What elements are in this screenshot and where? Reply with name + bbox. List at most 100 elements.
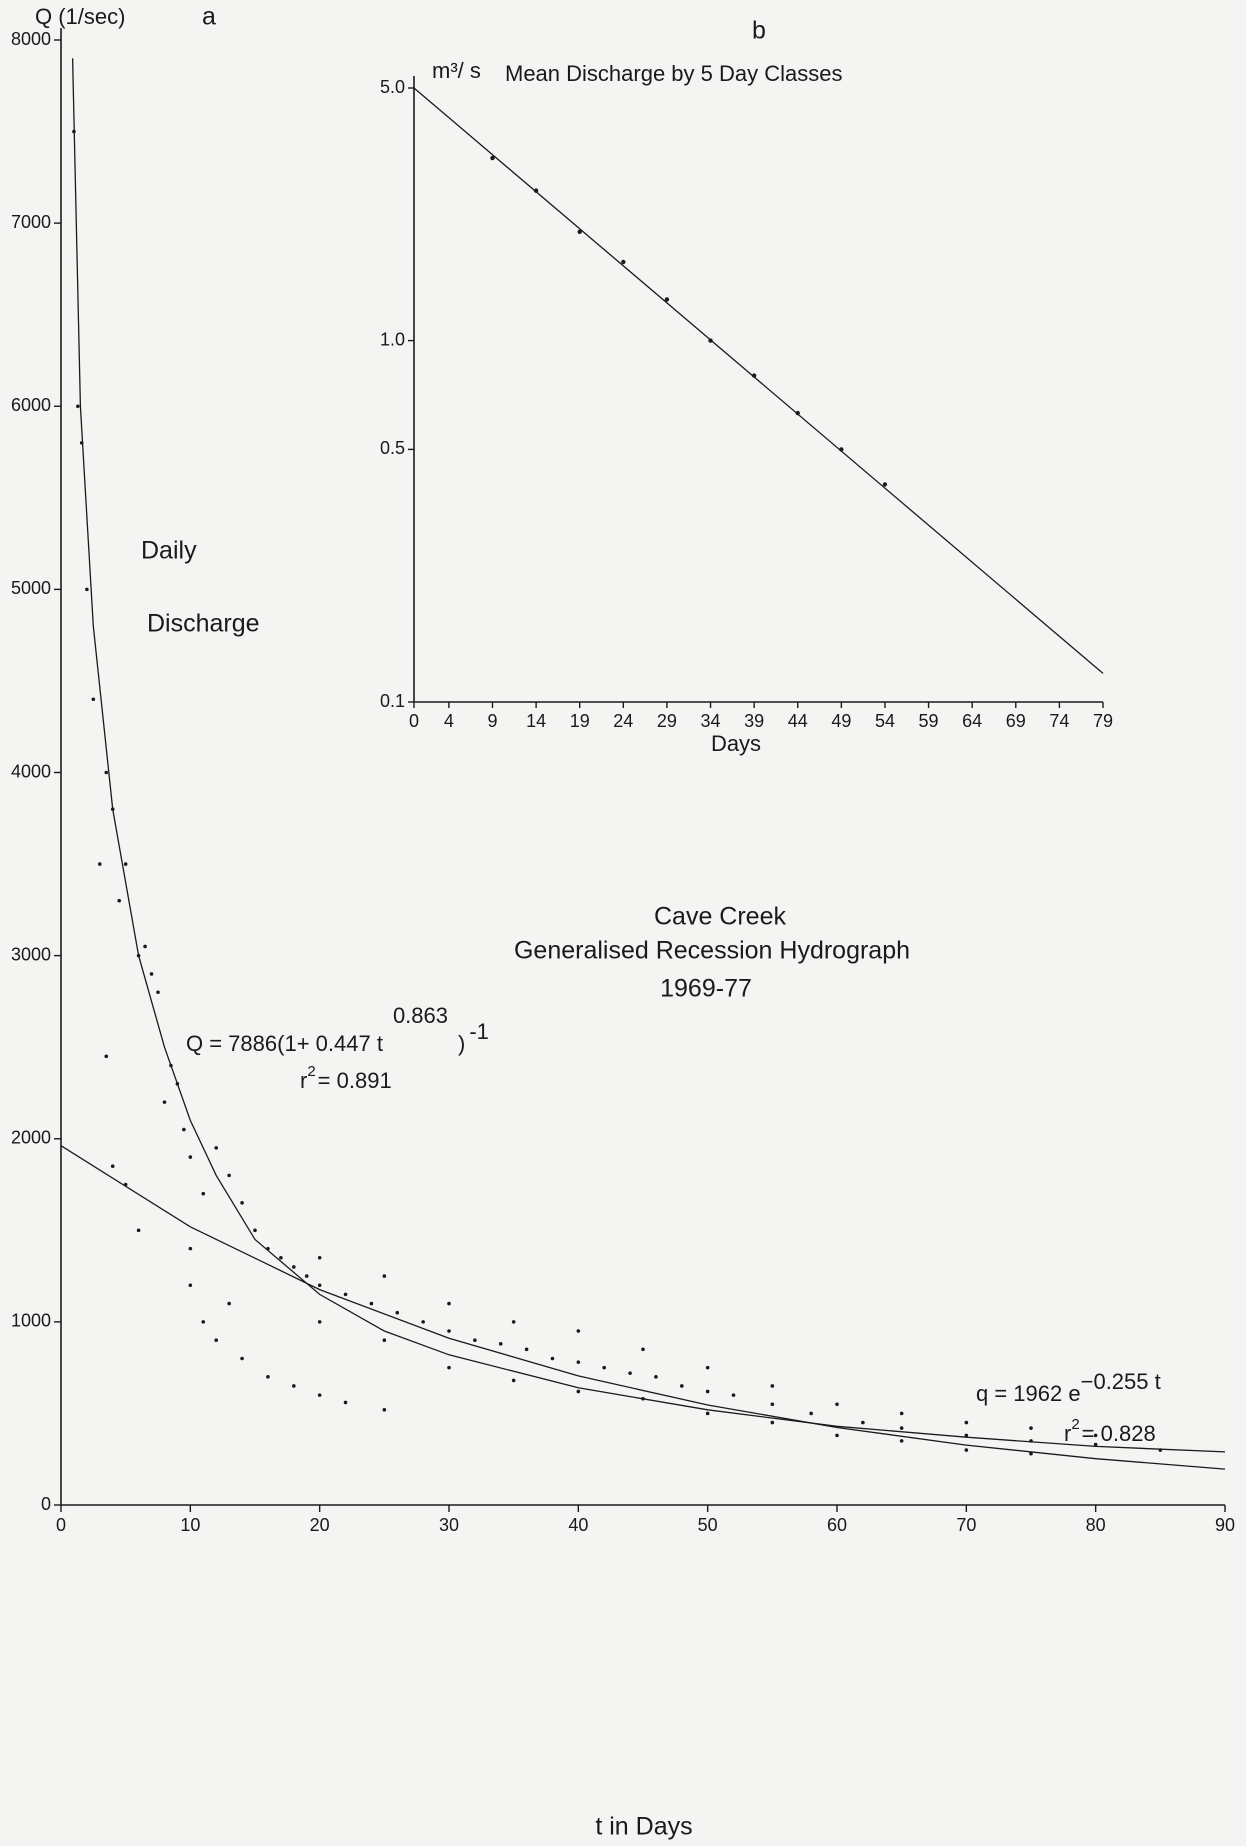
data-point <box>240 1201 244 1205</box>
data-point <box>188 1155 193 1159</box>
data-point <box>143 944 147 949</box>
x-tick-label: 30 <box>439 1515 459 1535</box>
data-point <box>770 1402 775 1407</box>
data-point <box>227 1301 231 1306</box>
data-point <box>201 1320 206 1324</box>
x-tick-label: 44 <box>788 711 808 731</box>
y-tick-label: 0 <box>41 1494 51 1514</box>
data-point <box>751 373 757 378</box>
data-point <box>1093 1442 1098 1447</box>
r-squared-part: = 0.828 <box>1082 1421 1156 1446</box>
data-point <box>421 1320 425 1324</box>
data-point <box>136 953 141 958</box>
data-point <box>680 1384 684 1388</box>
y-tick-label: 2000 <box>11 1128 51 1148</box>
x-tick-label: 40 <box>568 1515 588 1535</box>
data-point <box>964 1433 969 1438</box>
data-point <box>240 1356 244 1361</box>
x-tick-label: 64 <box>962 711 982 731</box>
y-tick-label: 0.1 <box>380 691 405 711</box>
formula-exponent: −0.255 t <box>1081 1369 1161 1394</box>
data-point <box>253 1228 257 1233</box>
x-tick-label: 10 <box>180 1515 200 1535</box>
data-point <box>550 1356 555 1361</box>
x-tick-label: 39 <box>744 711 764 731</box>
x-tick-label: 60 <box>827 1515 847 1535</box>
data-point <box>317 1283 322 1288</box>
y-tick-label: 5.0 <box>380 77 405 97</box>
data-point <box>621 259 626 265</box>
data-point <box>1158 1448 1163 1452</box>
data-point <box>227 1173 231 1178</box>
data-point <box>533 188 539 193</box>
r-squared-part: 2 <box>307 1063 315 1080</box>
data-point <box>511 1320 516 1324</box>
data-point <box>104 1054 109 1059</box>
data-point <box>964 1420 969 1425</box>
data-point <box>214 1146 218 1150</box>
x-tick-label: 59 <box>919 711 939 731</box>
data-point <box>473 1338 477 1342</box>
data-point <box>861 1420 865 1425</box>
formula: q = 1962 e−0.255 t <box>976 1369 1161 1406</box>
data-point <box>98 862 102 866</box>
r-squared: r2= 0.891 <box>300 1063 392 1093</box>
x-tick-label: 34 <box>701 711 721 731</box>
x-tick-label: 19 <box>570 711 590 731</box>
data-point <box>576 1360 581 1364</box>
x-tick-label: 0 <box>409 711 419 731</box>
data-point <box>266 1246 270 1251</box>
data-point <box>641 1396 645 1401</box>
data-point <box>104 770 109 775</box>
data-point <box>731 1393 736 1397</box>
data-point <box>770 1384 775 1388</box>
data-point <box>628 1371 632 1375</box>
r-squared: r2= 0.828 <box>1064 1416 1156 1446</box>
data-point <box>498 1342 503 1346</box>
data-point <box>304 1274 309 1278</box>
y-axis-label: m³/ s <box>432 58 481 83</box>
data-point <box>490 155 495 161</box>
data-point <box>882 482 888 487</box>
x-tick-label: 20 <box>310 1515 330 1535</box>
data-point <box>182 1127 186 1132</box>
data-point <box>664 297 670 302</box>
fit-curve <box>60 1145 1226 1470</box>
y-tick-label: 6000 <box>11 395 51 415</box>
fit-curve <box>71 58 1226 1453</box>
x-tick-label: 54 <box>875 711 895 731</box>
r-squared-part: 2 <box>1071 1416 1079 1433</box>
data-point <box>1029 1451 1033 1456</box>
data-point <box>511 1378 516 1383</box>
data-point <box>382 1274 387 1278</box>
data-point <box>602 1365 606 1370</box>
data-point <box>447 1329 451 1333</box>
data-point <box>382 1338 387 1342</box>
chart-title: 1969-77 <box>660 975 752 1003</box>
x-tick-label: 49 <box>831 711 851 731</box>
data-point <box>266 1375 270 1379</box>
data-point <box>292 1265 296 1269</box>
y-tick-label: 1.0 <box>380 329 405 349</box>
data-point <box>85 587 89 592</box>
y-tick-label: 8000 <box>11 29 51 49</box>
data-point <box>188 1246 193 1251</box>
data-point <box>175 1082 180 1086</box>
data-point <box>149 972 154 976</box>
chart-title: Generalised Recession Hydrograph <box>514 937 910 965</box>
data-point <box>576 1389 581 1394</box>
x-tick-label: 4 <box>444 711 454 731</box>
data-point <box>343 1400 348 1405</box>
y-tick-label: 4000 <box>11 761 51 781</box>
annotation: Discharge <box>147 610 260 638</box>
x-tick-label: 0 <box>56 1515 66 1535</box>
r-squared-part: = 0.891 <box>318 1068 392 1093</box>
y-tick-label: 0.5 <box>380 438 405 458</box>
data-point <box>705 1411 710 1416</box>
formula-part: q = 1962 e <box>976 1381 1081 1406</box>
data-point <box>1029 1426 1033 1430</box>
panel-label: b <box>752 17 766 45</box>
x-tick-label: 9 <box>487 711 497 731</box>
data-point <box>577 229 582 235</box>
